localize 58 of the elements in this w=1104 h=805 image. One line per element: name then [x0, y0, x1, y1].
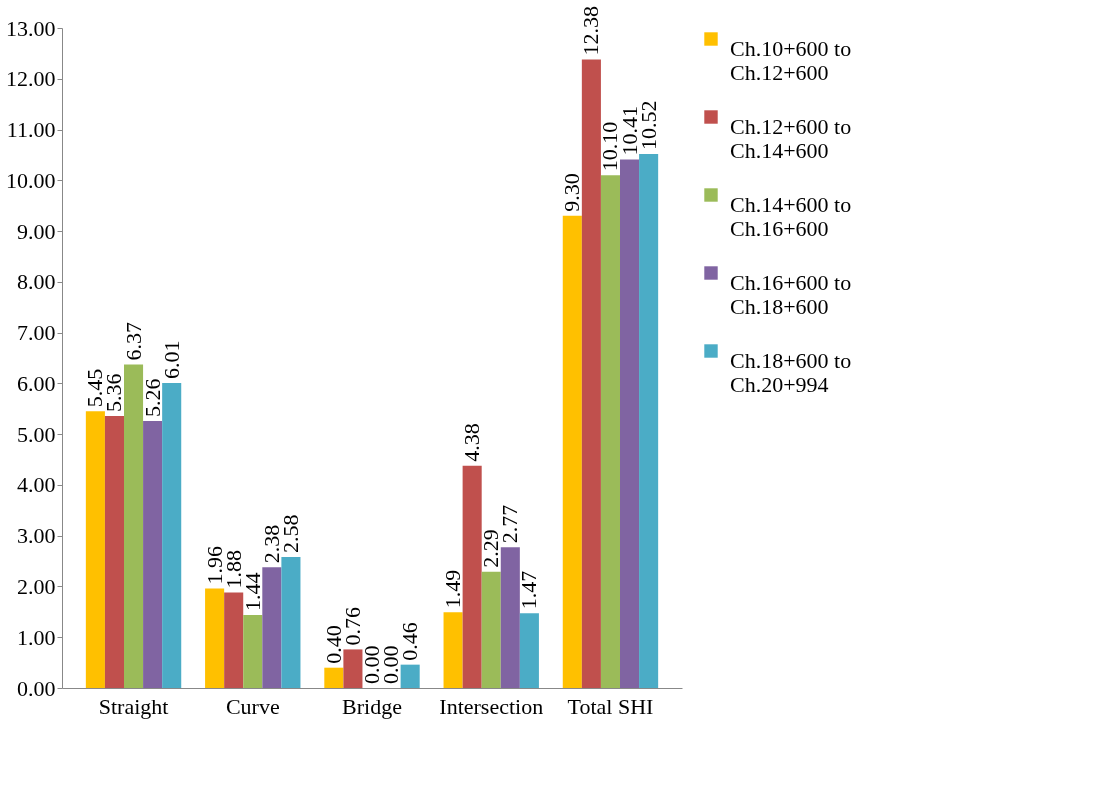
y-tick-label: 4.00 — [17, 472, 56, 498]
bar — [143, 420, 163, 688]
bar — [400, 664, 420, 688]
x-tick-label: Straight — [98, 693, 169, 719]
data-label: 6.37 — [120, 322, 146, 361]
y-tick-label: 13.00 — [6, 15, 56, 41]
bar — [481, 571, 501, 688]
bar — [562, 215, 582, 688]
y-tick-label: 9.00 — [17, 218, 56, 244]
y-tick-label: 6.00 — [17, 370, 56, 396]
x-tick-label: Total SHI — [567, 693, 654, 719]
bar — [581, 59, 601, 688]
y-tick-label: 10.00 — [6, 167, 56, 193]
y-tick-label: 8.00 — [17, 269, 56, 295]
legend-label: Ch.12+600 to Ch.14+600 — [730, 114, 852, 163]
data-label: 6.01 — [158, 340, 184, 379]
bar — [124, 364, 144, 688]
bar — [85, 411, 105, 688]
bar — [224, 592, 244, 688]
bar — [500, 547, 520, 688]
legend-label: Ch.14+600 to Ch.16+600 — [730, 192, 852, 241]
bar — [343, 649, 363, 688]
data-label: 2.38 — [258, 524, 284, 564]
data-label: 12.38 — [578, 5, 604, 56]
bar — [243, 614, 263, 688]
bar — [620, 159, 640, 688]
data-label: 1.96 — [201, 545, 227, 585]
bar — [104, 415, 124, 688]
legend-label: Ch.16+600 to Ch.18+600 — [730, 270, 852, 319]
bar — [205, 588, 225, 688]
bar — [281, 557, 301, 688]
y-tick-label: 2.00 — [17, 573, 56, 599]
legend-label: Ch.10+600 to Ch.12+600 — [730, 36, 852, 85]
bar — [443, 612, 463, 688]
x-tick-label: Curve — [225, 693, 280, 719]
bar — [600, 175, 620, 688]
bar — [462, 465, 482, 688]
y-tick-label: 1.00 — [17, 624, 56, 650]
x-tick-label: Intersection — [439, 693, 544, 719]
x-tick-label: Bridge — [342, 693, 402, 719]
bar — [162, 382, 182, 688]
y-tick-label: 7.00 — [17, 320, 56, 346]
bar — [324, 667, 344, 688]
y-tick-label: 11.00 — [6, 117, 56, 143]
bar — [639, 153, 659, 688]
data-label: 0.40 — [320, 625, 346, 664]
y-tick-label: 5.00 — [17, 421, 56, 447]
bar — [262, 567, 282, 688]
data-label: 4.38 — [459, 423, 485, 462]
y-tick-label: 0.00 — [17, 675, 56, 701]
data-label: 5.26 — [139, 378, 165, 417]
data-label: 9.30 — [559, 173, 585, 212]
y-tick-label: 12.00 — [6, 66, 56, 92]
data-label: 1.47 — [516, 570, 542, 610]
data-label: 1.49 — [440, 569, 466, 609]
y-tick-label: 3.00 — [17, 523, 56, 549]
legend-label: Ch.18+600 to Ch.20+994 — [730, 348, 852, 397]
bar — [519, 613, 539, 688]
